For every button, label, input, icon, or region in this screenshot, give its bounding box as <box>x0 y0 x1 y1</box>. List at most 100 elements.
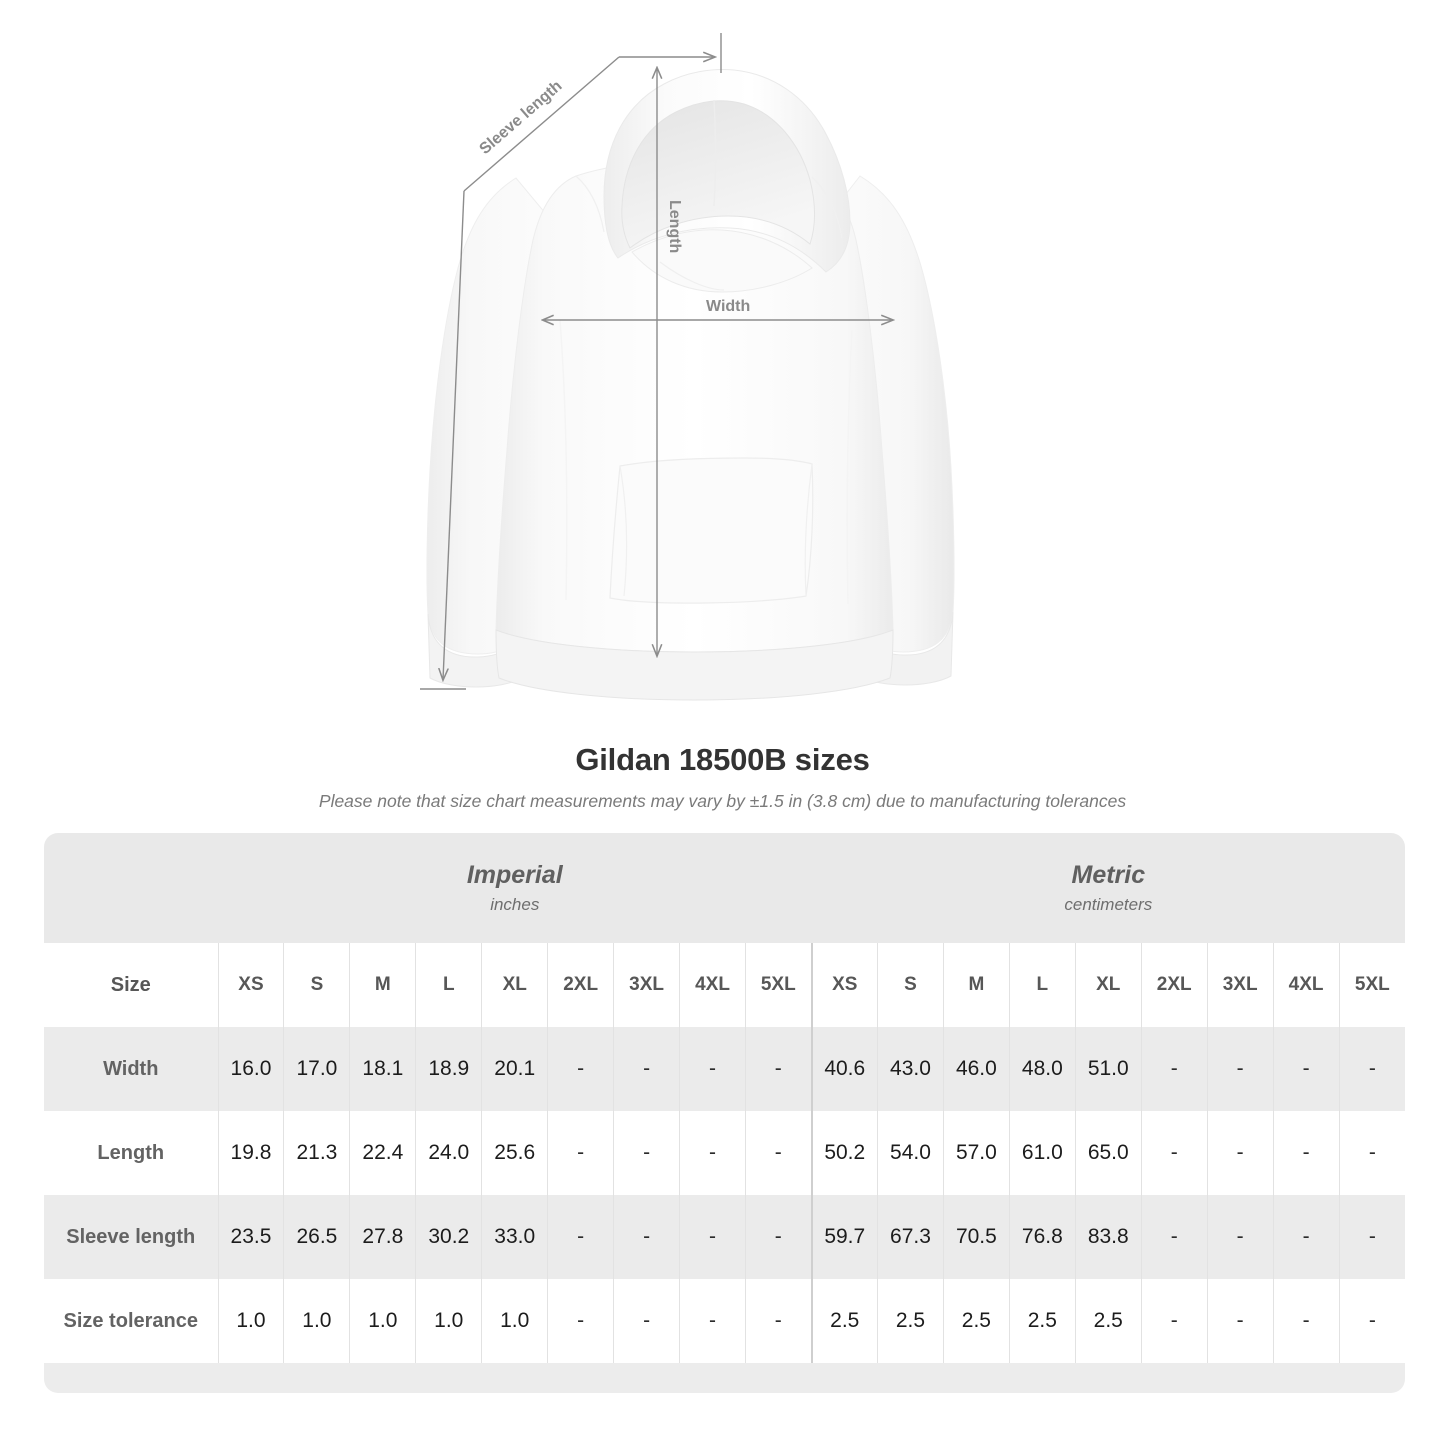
cell-metric-3xl: - <box>1206 1111 1274 1195</box>
cell-metric-4xl: - <box>1272 1027 1340 1111</box>
table-footer-left <box>44 1363 218 1393</box>
title-block: Gildan 18500B sizes Please note that siz… <box>0 740 1445 816</box>
cell-metric-xl: 2.5 <box>1074 1279 1142 1363</box>
unit-group-imperial-name: Imperial <box>466 861 563 889</box>
page-title: Gildan 18500B sizes <box>575 742 870 777</box>
unit-group-metric: Metric centimeters <box>812 833 1406 943</box>
size-header-metric-xl: XL <box>1074 943 1142 1027</box>
cell-metric-3xl: - <box>1206 1279 1274 1363</box>
row-label: Width <box>103 1057 159 1080</box>
size-header-imperial-5xl: 5XL <box>744 943 812 1027</box>
cell-metric-s: 43.0 <box>876 1027 944 1111</box>
size-header-imperial-s: S <box>283 943 350 1027</box>
unit-group-imperial: Imperial inches <box>218 833 812 943</box>
cell-metric-xs: 2.5 <box>810 1279 878 1363</box>
width-label: Width <box>706 298 750 315</box>
cell-imperial-s: 1.0 <box>283 1279 350 1363</box>
measurement-annotations <box>420 33 893 690</box>
size-header-imperial-m: M <box>349 943 416 1027</box>
size-header-metric-l: L <box>1008 943 1076 1027</box>
hoodie-illustration-svg: Sleeve length Length Width <box>420 33 955 701</box>
cell-metric-3xl: - <box>1206 1027 1274 1111</box>
table-row: Size tolerance 1.0 1.0 1.0 1.0 1.0- - - -2.5 2.5 2… <box>44 1279 1406 1363</box>
cell-imperial-xs: 23.5 <box>217 1195 284 1279</box>
cell-imperial-xl: 20.1 <box>481 1027 548 1111</box>
cell-imperial-5xl: - <box>744 1195 812 1279</box>
cell-metric-5xl: - <box>1338 1195 1406 1279</box>
cell-metric-l: 76.8 <box>1008 1195 1076 1279</box>
cell-imperial-l: 30.2 <box>415 1195 482 1279</box>
cell-metric-l: 2.5 <box>1008 1279 1076 1363</box>
cell-metric-2xl: - <box>1140 1195 1208 1279</box>
cell-imperial-s: 26.5 <box>283 1195 350 1279</box>
sleeve-length-label: Sleeve length <box>476 78 565 159</box>
cell-metric-m: 46.0 <box>942 1027 1010 1111</box>
cell-metric-s: 67.3 <box>876 1195 944 1279</box>
row-label: Sleeve length <box>66 1225 196 1248</box>
row-label-header: Size <box>110 973 151 996</box>
size-header-imperial-xl: XL <box>481 943 548 1027</box>
hoodie-graphic <box>426 69 955 701</box>
cell-metric-5xl: - <box>1338 1027 1406 1111</box>
cell-imperial-4xl: - <box>679 1279 746 1363</box>
cell-metric-l: 48.0 <box>1008 1027 1076 1111</box>
unit-band-row: Imperial inches Metric centimeters <box>44 833 1406 943</box>
cell-metric-2xl: - <box>1140 1111 1208 1195</box>
cell-metric-2xl: - <box>1140 1027 1208 1111</box>
unit-band-spacer <box>44 833 218 943</box>
size-header-imperial-l: L <box>415 943 482 1027</box>
cell-metric-l: 61.0 <box>1008 1111 1076 1195</box>
cell-metric-m: 57.0 <box>942 1111 1010 1195</box>
cell-imperial-3xl: - <box>613 1111 680 1195</box>
size-header-imperial-2xl: 2XL <box>547 943 614 1027</box>
cell-metric-4xl: - <box>1272 1195 1340 1279</box>
cell-imperial-4xl: - <box>679 1027 746 1111</box>
cell-imperial-xs: 19.8 <box>217 1111 284 1195</box>
unit-group-metric-unit: centimeters <box>1064 895 1153 914</box>
cell-imperial-s: 21.3 <box>283 1111 350 1195</box>
size-header-metric-2xl: 2XL <box>1140 943 1208 1027</box>
cell-imperial-2xl: - <box>547 1027 614 1111</box>
cell-imperial-2xl: - <box>547 1279 614 1363</box>
cell-metric-xs: 59.7 <box>810 1195 878 1279</box>
cell-imperial-m: 18.1 <box>349 1027 416 1111</box>
size-chart-table: Imperial inches Metric centimeters Size … <box>44 833 1406 1393</box>
sleeve-length-dimension <box>420 33 722 690</box>
page-subtitle: Please note that size chart measurements… <box>318 791 1127 811</box>
cell-metric-5xl: - <box>1338 1279 1406 1363</box>
cell-metric-2xl: - <box>1140 1279 1208 1363</box>
cell-imperial-l: 24.0 <box>415 1111 482 1195</box>
cell-imperial-xs: 1.0 <box>217 1279 284 1363</box>
cell-imperial-xl: 1.0 <box>481 1279 548 1363</box>
size-header-imperial-4xl: 4XL <box>679 943 746 1027</box>
size-header-metric-m: M <box>942 943 1010 1027</box>
cell-imperial-m: 1.0 <box>349 1279 416 1363</box>
cell-metric-4xl: - <box>1272 1279 1340 1363</box>
cell-imperial-2xl: - <box>547 1111 614 1195</box>
unit-group-metric-name: Metric <box>1071 861 1146 889</box>
table-row: Width 16.0 17.0 18.1 18.9 20.1- - - -40.6 43.0 46.… <box>44 1027 1406 1111</box>
size-header-imperial-3xl: 3XL <box>613 943 680 1027</box>
cell-imperial-xs: 16.0 <box>217 1027 284 1111</box>
cell-imperial-3xl: - <box>613 1195 680 1279</box>
hoodie-illustration: Sleeve length Length Width <box>420 33 955 701</box>
table-row: Sleeve length 23.5 26.5 27.8 30.2 33.0- - - -59.… <box>44 1195 1406 1279</box>
cell-metric-xs: 50.2 <box>810 1111 878 1195</box>
cell-metric-xl: 51.0 <box>1074 1027 1142 1111</box>
cell-metric-s: 2.5 <box>876 1279 944 1363</box>
table-footer-right <box>218 1363 1405 1393</box>
table-row: Length 19.8 21.3 22.4 24.0 25.6- - - -50.2 54.0 57… <box>44 1111 1406 1195</box>
cell-metric-xl: 65.0 <box>1074 1111 1142 1195</box>
table-footer-band <box>44 1363 1406 1393</box>
size-header-metric-5xl: 5XL <box>1338 943 1406 1027</box>
cell-metric-4xl: - <box>1272 1111 1340 1195</box>
size-header-row: Size XS S M L XL 2XL 3XL 4XL 5XL XS S M L XL 2XL 3XL 4XL… <box>44 943 1406 1027</box>
cell-metric-5xl: - <box>1338 1111 1406 1195</box>
cell-imperial-m: 27.8 <box>349 1195 416 1279</box>
size-header-metric-xs: XS <box>810 943 878 1027</box>
cell-metric-3xl: - <box>1206 1195 1274 1279</box>
cell-metric-xl: 83.8 <box>1074 1195 1142 1279</box>
row-label: Size tolerance <box>63 1309 198 1332</box>
unit-group-imperial-unit: inches <box>490 895 540 914</box>
cell-imperial-l: 1.0 <box>415 1279 482 1363</box>
